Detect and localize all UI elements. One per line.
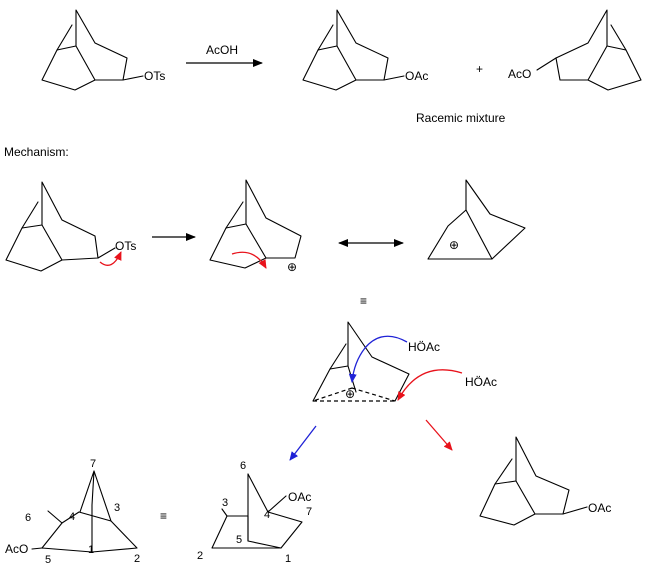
reaction-arrow-top: AcOH [186,43,263,67]
left-c7: 7 [90,458,96,470]
nucleophile-2: HÖAc [465,375,497,389]
red-pathway-arrow [425,419,453,451]
mid-c6: 6 [240,460,246,472]
mid-c2: 2 [197,550,203,562]
mid-c7: 7 [306,506,312,518]
product1-oac-label: OAc [405,69,428,83]
mech-ots-label: OTs [115,239,136,253]
blue-pathway-arrow [289,425,317,461]
product2-aco-label: AcO [508,67,531,81]
mid-c5: 5 [236,534,242,546]
numbered-product-middle: 6 3 4 7 5 2 1 OAc [197,460,312,565]
secondary-cation: ⊕ [209,179,302,274]
left-aco-label: AcO [5,542,28,556]
final-oac-label: OAc [588,501,611,515]
left-c5: 5 [45,554,51,565]
mid-oac-label: OAc [288,490,311,504]
final-product: OAc [479,436,611,526]
mechanism-heading: Mechanism: [4,145,69,159]
mid-c4: 4 [264,509,270,521]
left-c3: 3 [114,502,120,514]
left-c6: 6 [25,512,31,524]
mid-c1: 1 [285,553,291,565]
nonclassical-cation: ⊕ [427,179,526,260]
bridged-cation-attack: ⊕ HÖAc HÖAc [312,321,497,402]
nucleophile-1: HÖAc [408,340,440,354]
cation-charge-3: ⊕ [345,387,355,401]
mid-c3: 3 [222,497,228,509]
blue-attack-arrow [348,335,408,383]
cation-charge-2: ⊕ [449,238,459,252]
mechanism-tosylate: OTs [5,181,136,272]
left-c4: 4 [69,511,75,523]
reactant-ots-label: OTs [144,69,165,83]
reactant-norbornyl-tosylate: OTs [41,9,165,91]
ionization-arrow [99,251,122,266]
equivalence-symbol-1: ≡ [360,294,367,308]
red-attack-arrow [397,369,463,401]
racemic-caption: Racemic mixture [416,111,506,125]
partial-bond-3 [351,387,396,402]
sigma-shift-arrow [231,251,267,269]
product2-enantiomer: AcO [508,9,642,91]
product1-exo-acetate: OAc [302,9,428,91]
equivalence-symbol-2: ≡ [160,509,167,523]
reagent-label: AcOH [206,43,238,57]
plus-sign: + [476,62,483,76]
cation-charge-1: ⊕ [287,260,297,274]
left-c1: 1 [88,544,94,556]
left-c2: 2 [134,553,140,565]
numbered-product-left: AcO 7 4 3 6 1 2 5 [5,458,140,565]
